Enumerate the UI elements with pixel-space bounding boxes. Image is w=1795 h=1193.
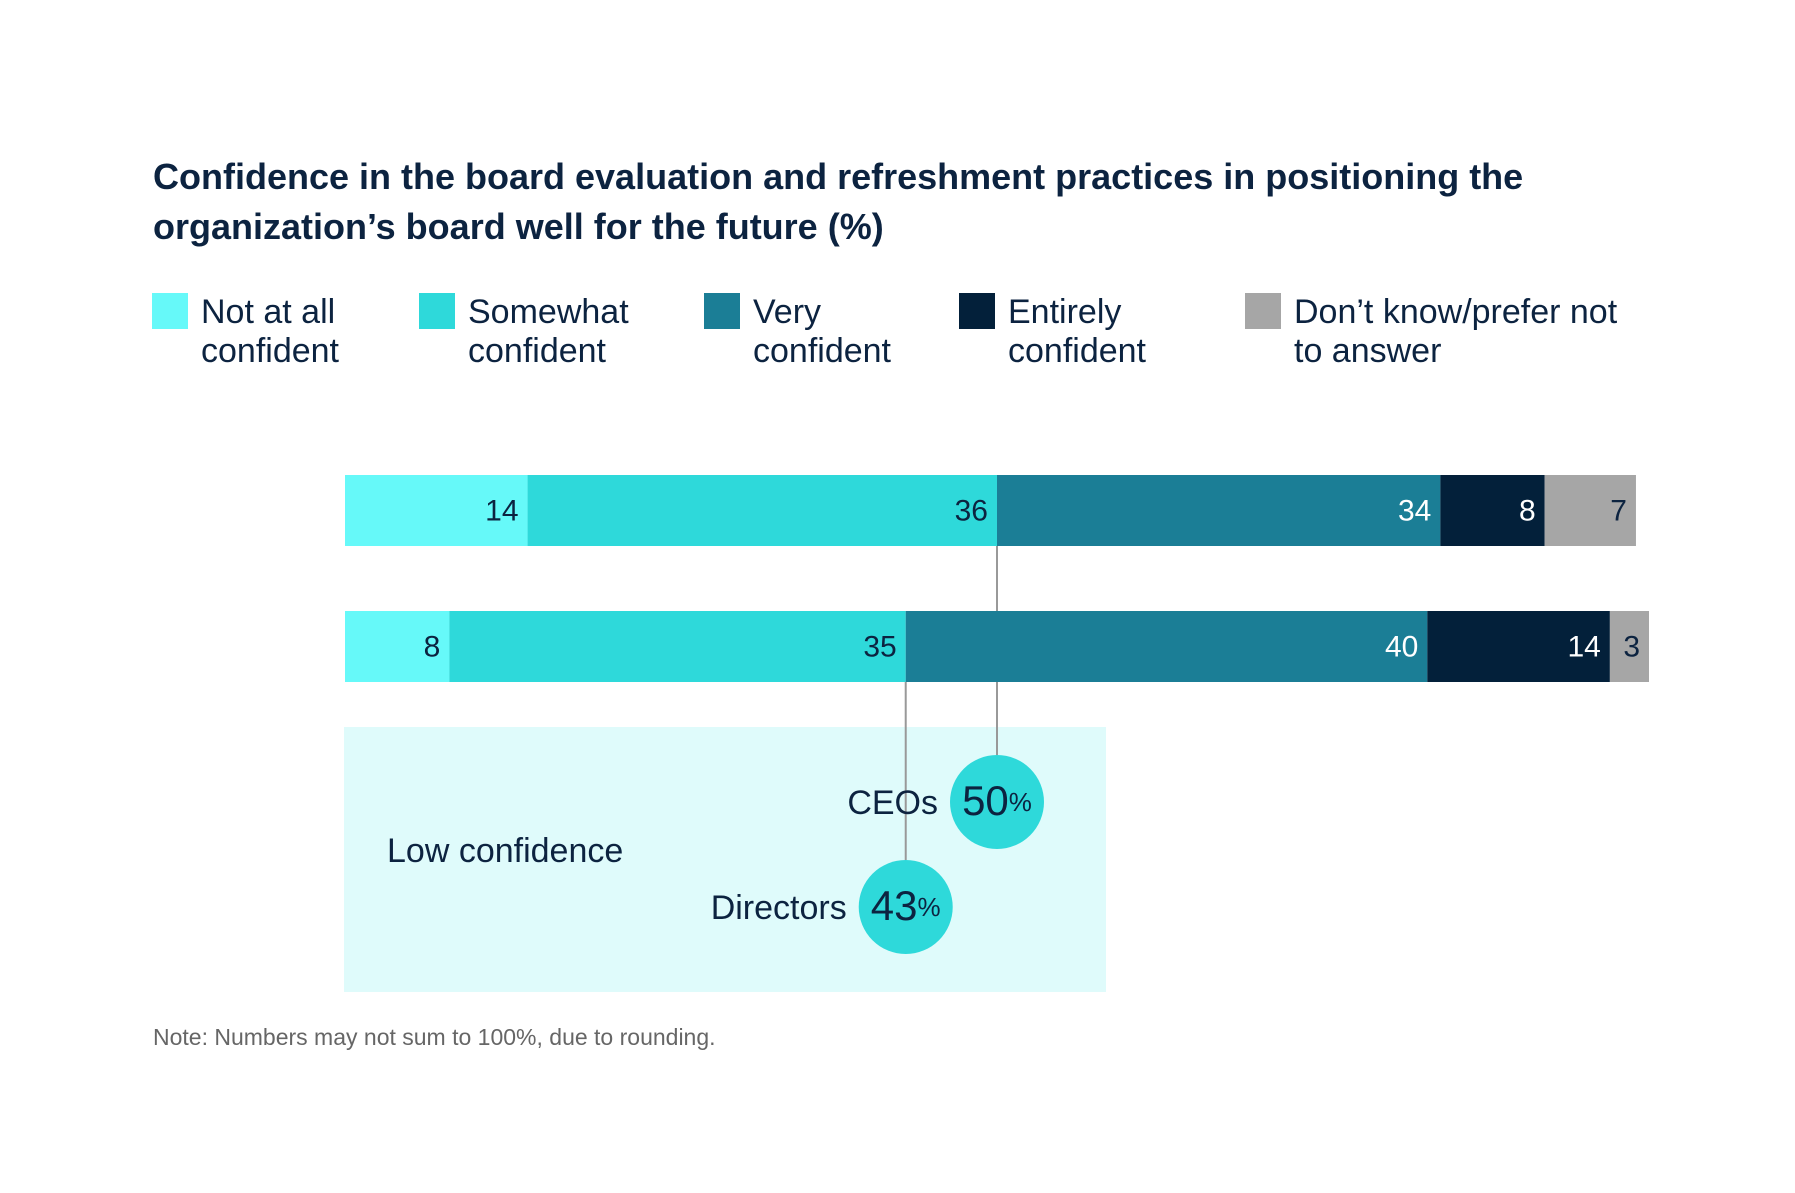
value-label: 8 (1519, 494, 1536, 527)
legend-label: Not at all confident (201, 293, 339, 370)
value-label: 40 (1385, 630, 1418, 663)
legend-swatch (152, 293, 188, 329)
legend-label: Very confident (753, 293, 891, 370)
bar-segment (905, 611, 1428, 682)
bar-segment (449, 611, 906, 682)
chart-title: Confidence in the board evaluation and r… (153, 156, 1524, 247)
value-label: 14 (485, 494, 518, 527)
value-label: 3 (1623, 630, 1640, 663)
bar-segment (1609, 611, 1649, 682)
annotation-circle (950, 755, 1044, 849)
legend-swatch (959, 293, 995, 329)
bar-segment (1440, 475, 1545, 546)
value-label: 14 (1568, 630, 1601, 663)
legend-label: Don’t know/prefer not to answer (1294, 293, 1618, 370)
legend-label: Entirely confident (1008, 293, 1146, 370)
annotation-unit: % (918, 892, 941, 922)
bar-segment (1544, 475, 1636, 546)
bar-segment (527, 475, 997, 546)
annotation-value: 43% (871, 882, 941, 929)
note: Note: Numbers may not sum to 100%, due t… (153, 1024, 716, 1050)
annotation-number: 43 (871, 882, 918, 929)
legend-item: Entirely confident (959, 293, 1238, 371)
bar-segment (345, 611, 450, 682)
annotation-category: CEOs (847, 784, 938, 822)
value-label: 36 (955, 494, 988, 527)
annotation-circle (858, 860, 953, 954)
value-label: 35 (863, 630, 896, 663)
bar-segment (345, 475, 528, 546)
annotation-value: 50% (962, 777, 1032, 824)
value-label: 34 (1398, 494, 1431, 527)
legend-item: Don’t know/prefer not to answer (1245, 293, 1624, 371)
legend-item: Very confident (704, 293, 953, 371)
legend-swatch (419, 293, 455, 329)
legend-swatch (1245, 293, 1281, 329)
value-label: 7 (1610, 494, 1627, 527)
bar-segment (1427, 611, 1610, 682)
annotation-label: Low confidence (387, 832, 623, 870)
annotation-category: Directors (711, 889, 847, 927)
legend-item: Not at all confident (152, 293, 401, 371)
legend-label: Somewhat confident (468, 293, 629, 370)
value-label: 8 (424, 630, 441, 663)
annotation-unit: % (1009, 787, 1032, 817)
annotation-number: 50 (962, 777, 1009, 824)
legend-item: Somewhat confident (419, 293, 668, 371)
legend-swatch (704, 293, 740, 329)
bar-segment (997, 475, 1441, 546)
